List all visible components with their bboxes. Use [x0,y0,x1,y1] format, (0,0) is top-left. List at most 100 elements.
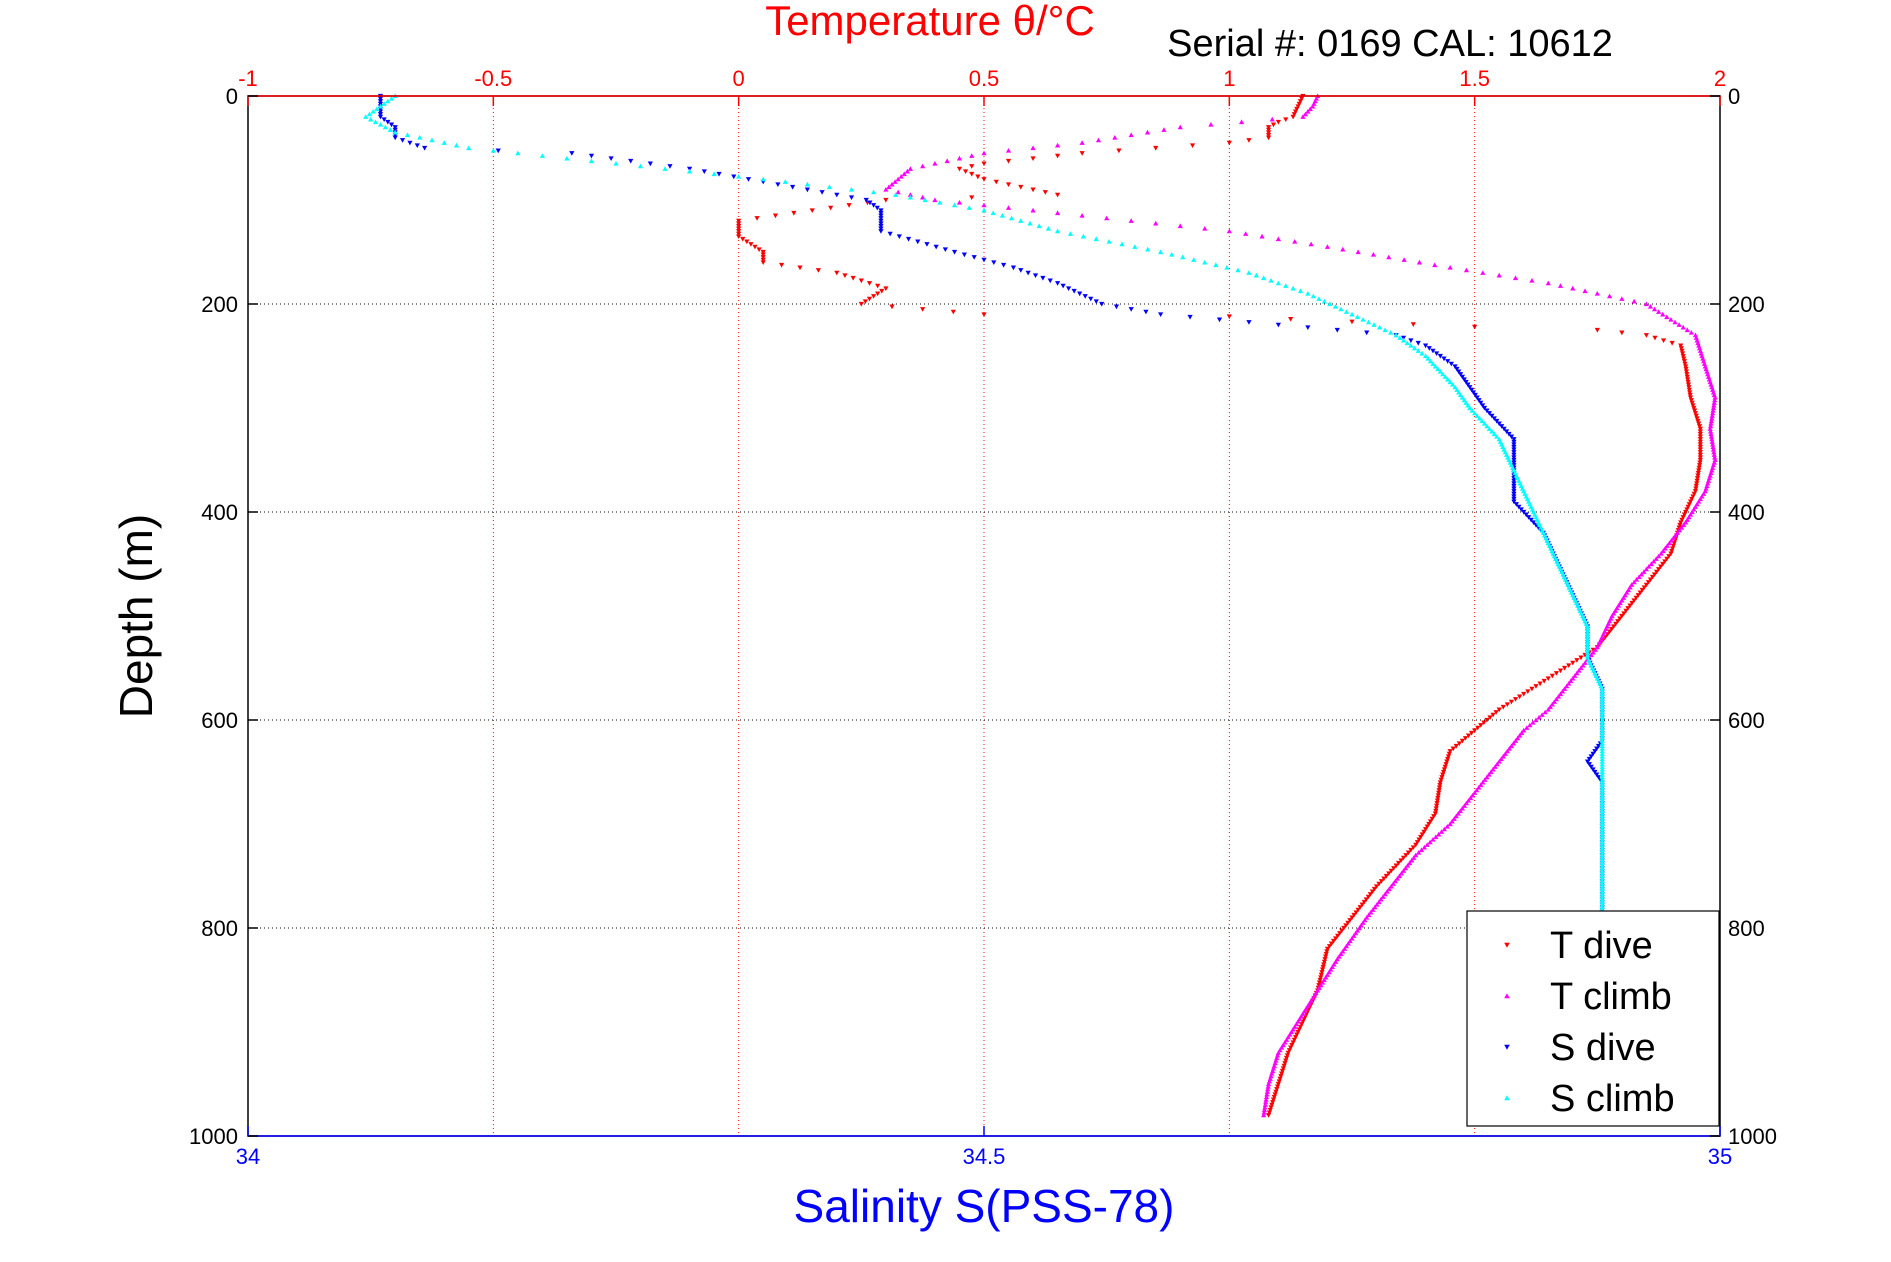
tick-label-temperature: -0.5 [474,66,512,91]
data-point [1403,853,1409,858]
data-point [1613,621,1619,627]
data-point [1082,294,1088,299]
data-point [1599,894,1605,899]
data-point [736,229,742,234]
data-point [1288,317,1294,322]
data-point [1524,725,1530,730]
data-point [804,187,810,193]
data-point [1660,548,1666,554]
data-point [981,150,987,156]
data-point [828,205,834,211]
data-point [944,158,950,164]
data-point [1128,132,1134,138]
data-point [1470,792,1476,798]
data-point [878,223,884,229]
data-point [1113,304,1120,310]
data-point [1502,751,1508,756]
data-point [1469,408,1475,413]
data-point [1515,735,1521,741]
data-point [1283,117,1289,122]
data-point [1508,434,1515,440]
data-point [1321,298,1327,304]
data-point [1461,397,1467,403]
data-point [1340,246,1346,252]
data-point [1106,239,1112,244]
data-point [956,166,963,172]
data-point [1536,714,1542,720]
data-point [1363,897,1369,902]
data-point [429,137,435,143]
data-point [1697,439,1703,445]
data-point [1267,1107,1273,1113]
data-point [1680,324,1686,330]
tick-label-temperature: 1 [1223,66,1235,91]
data-point [1684,327,1690,333]
data-point [1508,699,1515,705]
data-point [1697,460,1703,466]
data-point [1213,262,1219,268]
data-point [1496,707,1502,713]
data-point [1521,509,1527,515]
data-point [1599,756,1605,762]
data-point [1697,452,1703,458]
data-point [1599,868,1605,873]
data-point [760,176,766,182]
data-point [1431,814,1437,819]
data-point [1533,684,1539,689]
data-point [1474,787,1480,793]
data-point [1132,244,1138,249]
data-point [1487,715,1493,720]
data-point [1631,579,1637,585]
data-point [1338,306,1344,312]
data-point [1486,426,1492,431]
data-point [1355,249,1361,255]
data-point [879,288,885,294]
data-point [1290,114,1296,120]
data-point [1423,343,1429,349]
data-point [969,164,975,169]
data-point [1686,502,1692,507]
data-point [1599,691,1605,697]
data-point [1429,816,1435,822]
data-point [736,218,742,224]
data-point [1709,439,1715,444]
data-point [1292,1035,1299,1040]
data-point [834,192,840,198]
data-point [1253,272,1259,278]
data-point [1424,842,1430,847]
data-point [1506,431,1512,437]
data-point [736,226,742,232]
data-point [588,158,595,164]
data-point [1681,359,1688,364]
data-point [791,210,797,216]
data-point [1328,941,1335,947]
data-point [1444,824,1450,829]
data-point [826,184,833,190]
data-point [1646,564,1652,569]
data-point [1447,749,1453,754]
data-point [834,270,840,276]
data-point [1710,444,1716,450]
data-point [1599,855,1605,860]
data-point [1688,398,1694,403]
data-point [1005,205,1012,210]
data-point [878,210,884,216]
data-point [1660,338,1667,343]
data-point [1707,423,1714,429]
data-point [1481,720,1487,726]
data-point [1018,218,1024,223]
data-point [1494,418,1500,424]
data-point [1651,572,1658,577]
data-point [1599,714,1605,720]
data-point [1584,642,1591,647]
data-point [1470,390,1477,395]
data-point [1599,717,1605,723]
data-point [1511,489,1517,494]
data-point [1145,246,1151,252]
data-point [1685,377,1691,382]
data-point [999,213,1005,218]
data-point [1370,252,1377,257]
data-point [760,255,766,260]
data-point [1396,873,1403,879]
data-point [1599,722,1605,728]
